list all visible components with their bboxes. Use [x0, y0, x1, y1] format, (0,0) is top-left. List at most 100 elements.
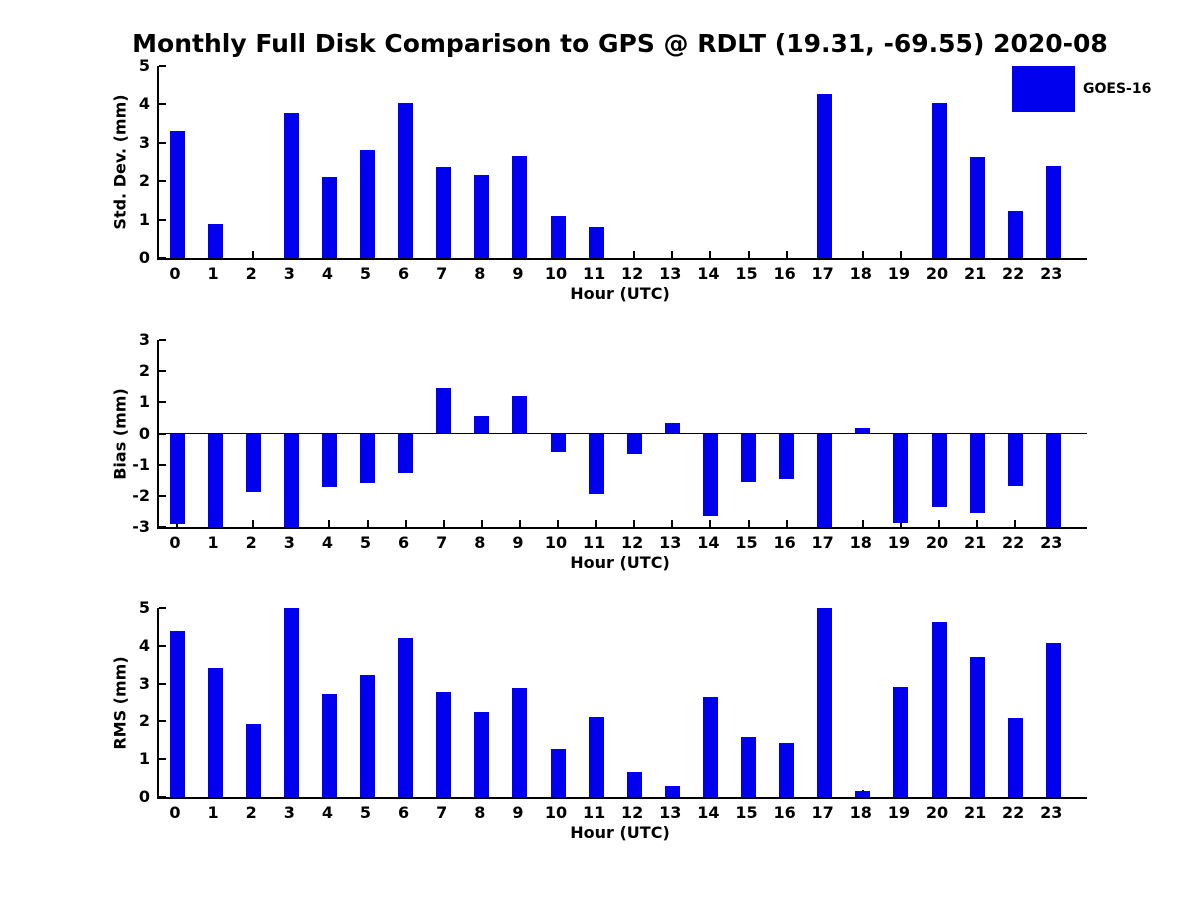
x-tick-label: 16 — [773, 264, 796, 283]
x-tick-label: 22 — [1002, 533, 1025, 552]
bar-hour-3 — [283, 433, 299, 527]
x-tick-label: 10 — [544, 803, 568, 822]
bar-hour-21 — [969, 157, 985, 258]
bar-hour-4 — [321, 433, 337, 487]
bar-hour-1 — [207, 433, 223, 527]
x-tick-label: 5 — [359, 264, 372, 283]
x-tick-label: 20 — [925, 803, 949, 822]
x-tick-label: 3 — [283, 533, 295, 552]
x-tick-mark — [785, 251, 788, 258]
x-tick-label: 1 — [207, 533, 219, 552]
x-tick-label: 20 — [925, 533, 949, 552]
y-tick-label: 0 — [138, 248, 150, 267]
bar-hour-23 — [1045, 643, 1061, 797]
y-tick-label: 2 — [138, 711, 150, 731]
bar-hour-13 — [664, 422, 680, 434]
x-tick-label: 18 — [849, 803, 872, 822]
x-tick-mark — [480, 520, 483, 527]
x-tick-label: 19 — [887, 803, 911, 822]
bar-hour-6 — [398, 433, 414, 473]
bar-hour-18 — [855, 428, 871, 434]
x-tick-label: 6 — [398, 803, 410, 822]
bar-hour-21 — [969, 657, 985, 797]
bar-hour-11 — [588, 226, 604, 258]
x-tick-mark — [899, 251, 902, 258]
x-tick-label: 13 — [659, 803, 682, 822]
bar-hour-17 — [817, 94, 833, 258]
x-axis-label-std-dev: Hour (UTC) — [570, 284, 670, 303]
bar-hour-7 — [436, 691, 452, 797]
bar-hour-22 — [1007, 717, 1023, 797]
x-axis-label-bias: Hour (UTC) — [570, 553, 670, 572]
y-tick-mark — [159, 339, 166, 341]
bar-hour-16 — [779, 433, 795, 479]
y-tick-mark — [159, 526, 166, 528]
x-tick-mark — [404, 520, 407, 527]
bar-hour-9 — [512, 396, 528, 434]
x-tick-label: 20 — [925, 264, 949, 283]
zero-line — [159, 432, 1087, 435]
x-tick-label: 2 — [245, 533, 257, 552]
y-tick-label: 4 — [138, 635, 150, 655]
bar-hour-8 — [474, 174, 490, 258]
bar-hour-20 — [931, 433, 947, 507]
x-tick-mark — [671, 251, 674, 258]
y-tick-label: -2 — [132, 485, 150, 505]
x-tick-label: 14 — [697, 803, 720, 822]
bar-hour-15 — [741, 737, 756, 797]
bar-hour-5 — [360, 433, 375, 484]
y-tick-label: 5 — [138, 56, 150, 75]
legend-swatch-goes-16 — [1012, 66, 1075, 112]
y-tick-label: 4 — [138, 94, 150, 114]
y-tick-mark — [159, 720, 166, 723]
x-tick-label: 16 — [773, 803, 796, 822]
x-tick-label: 19 — [887, 533, 911, 552]
bar-hour-6 — [398, 637, 414, 797]
y-tick-mark — [159, 644, 166, 647]
x-tick-label: 0 — [169, 533, 181, 552]
x-tick-label: 22 — [1002, 803, 1025, 822]
x-tick-mark — [709, 520, 712, 527]
plot-area-bias — [157, 339, 1087, 529]
y-tick-mark — [159, 401, 166, 404]
bar-hour-10 — [550, 749, 566, 797]
x-tick-mark — [633, 251, 636, 258]
x-tick-label: 10 — [544, 533, 568, 552]
x-tick-label: 4 — [321, 533, 333, 552]
x-tick-label: 19 — [887, 264, 911, 283]
y-tick-label: 5 — [138, 598, 150, 617]
y-tick-label: 1 — [138, 209, 150, 229]
y-tick-label: 3 — [138, 330, 150, 349]
x-tick-label: 12 — [621, 264, 644, 283]
x-tick-label: 1 — [207, 803, 219, 822]
bar-hour-6 — [398, 103, 414, 258]
y-tick-mark — [159, 141, 166, 144]
y-tick-mark — [159, 607, 166, 609]
x-tick-mark — [899, 520, 902, 527]
x-tick-mark — [442, 520, 445, 527]
y-tick-mark — [159, 370, 166, 373]
subplot-rms: RMS (mm) Hour (UTC) 0 1 2 3 4 5 0 1 2 3 4 5 6 7 8 9 10 11… — [0, 598, 1200, 842]
x-tick-label: 22 — [1002, 264, 1025, 283]
subplot-bias: Bias (mm) Hour (UTC) -3 -2 -1 0 1 2 3 0 1 2 3 4 5 6 7 8… — [0, 330, 1200, 572]
x-tick-label: 23 — [1040, 533, 1063, 552]
bar-hour-9 — [512, 688, 528, 797]
x-tick-label: 21 — [963, 533, 987, 552]
y-tick-label: 2 — [138, 171, 150, 191]
x-tick-mark — [747, 251, 750, 258]
y-tick-label: 0 — [138, 787, 150, 806]
bar-hour-7 — [436, 388, 452, 434]
x-tick-label: 21 — [963, 803, 987, 822]
bar-hour-4 — [321, 694, 337, 797]
y-tick-mark — [159, 682, 166, 685]
x-tick-label: 6 — [398, 264, 410, 283]
x-tick-mark — [518, 520, 521, 527]
bar-hour-14 — [702, 696, 718, 797]
bar-hour-5 — [360, 675, 375, 797]
y-tick-mark — [159, 103, 166, 106]
bar-hour-1 — [207, 224, 223, 258]
bar-hour-0 — [169, 433, 185, 524]
y-tick-mark — [159, 796, 166, 798]
x-tick-mark — [595, 520, 598, 527]
x-tick-label: 0 — [169, 264, 181, 283]
